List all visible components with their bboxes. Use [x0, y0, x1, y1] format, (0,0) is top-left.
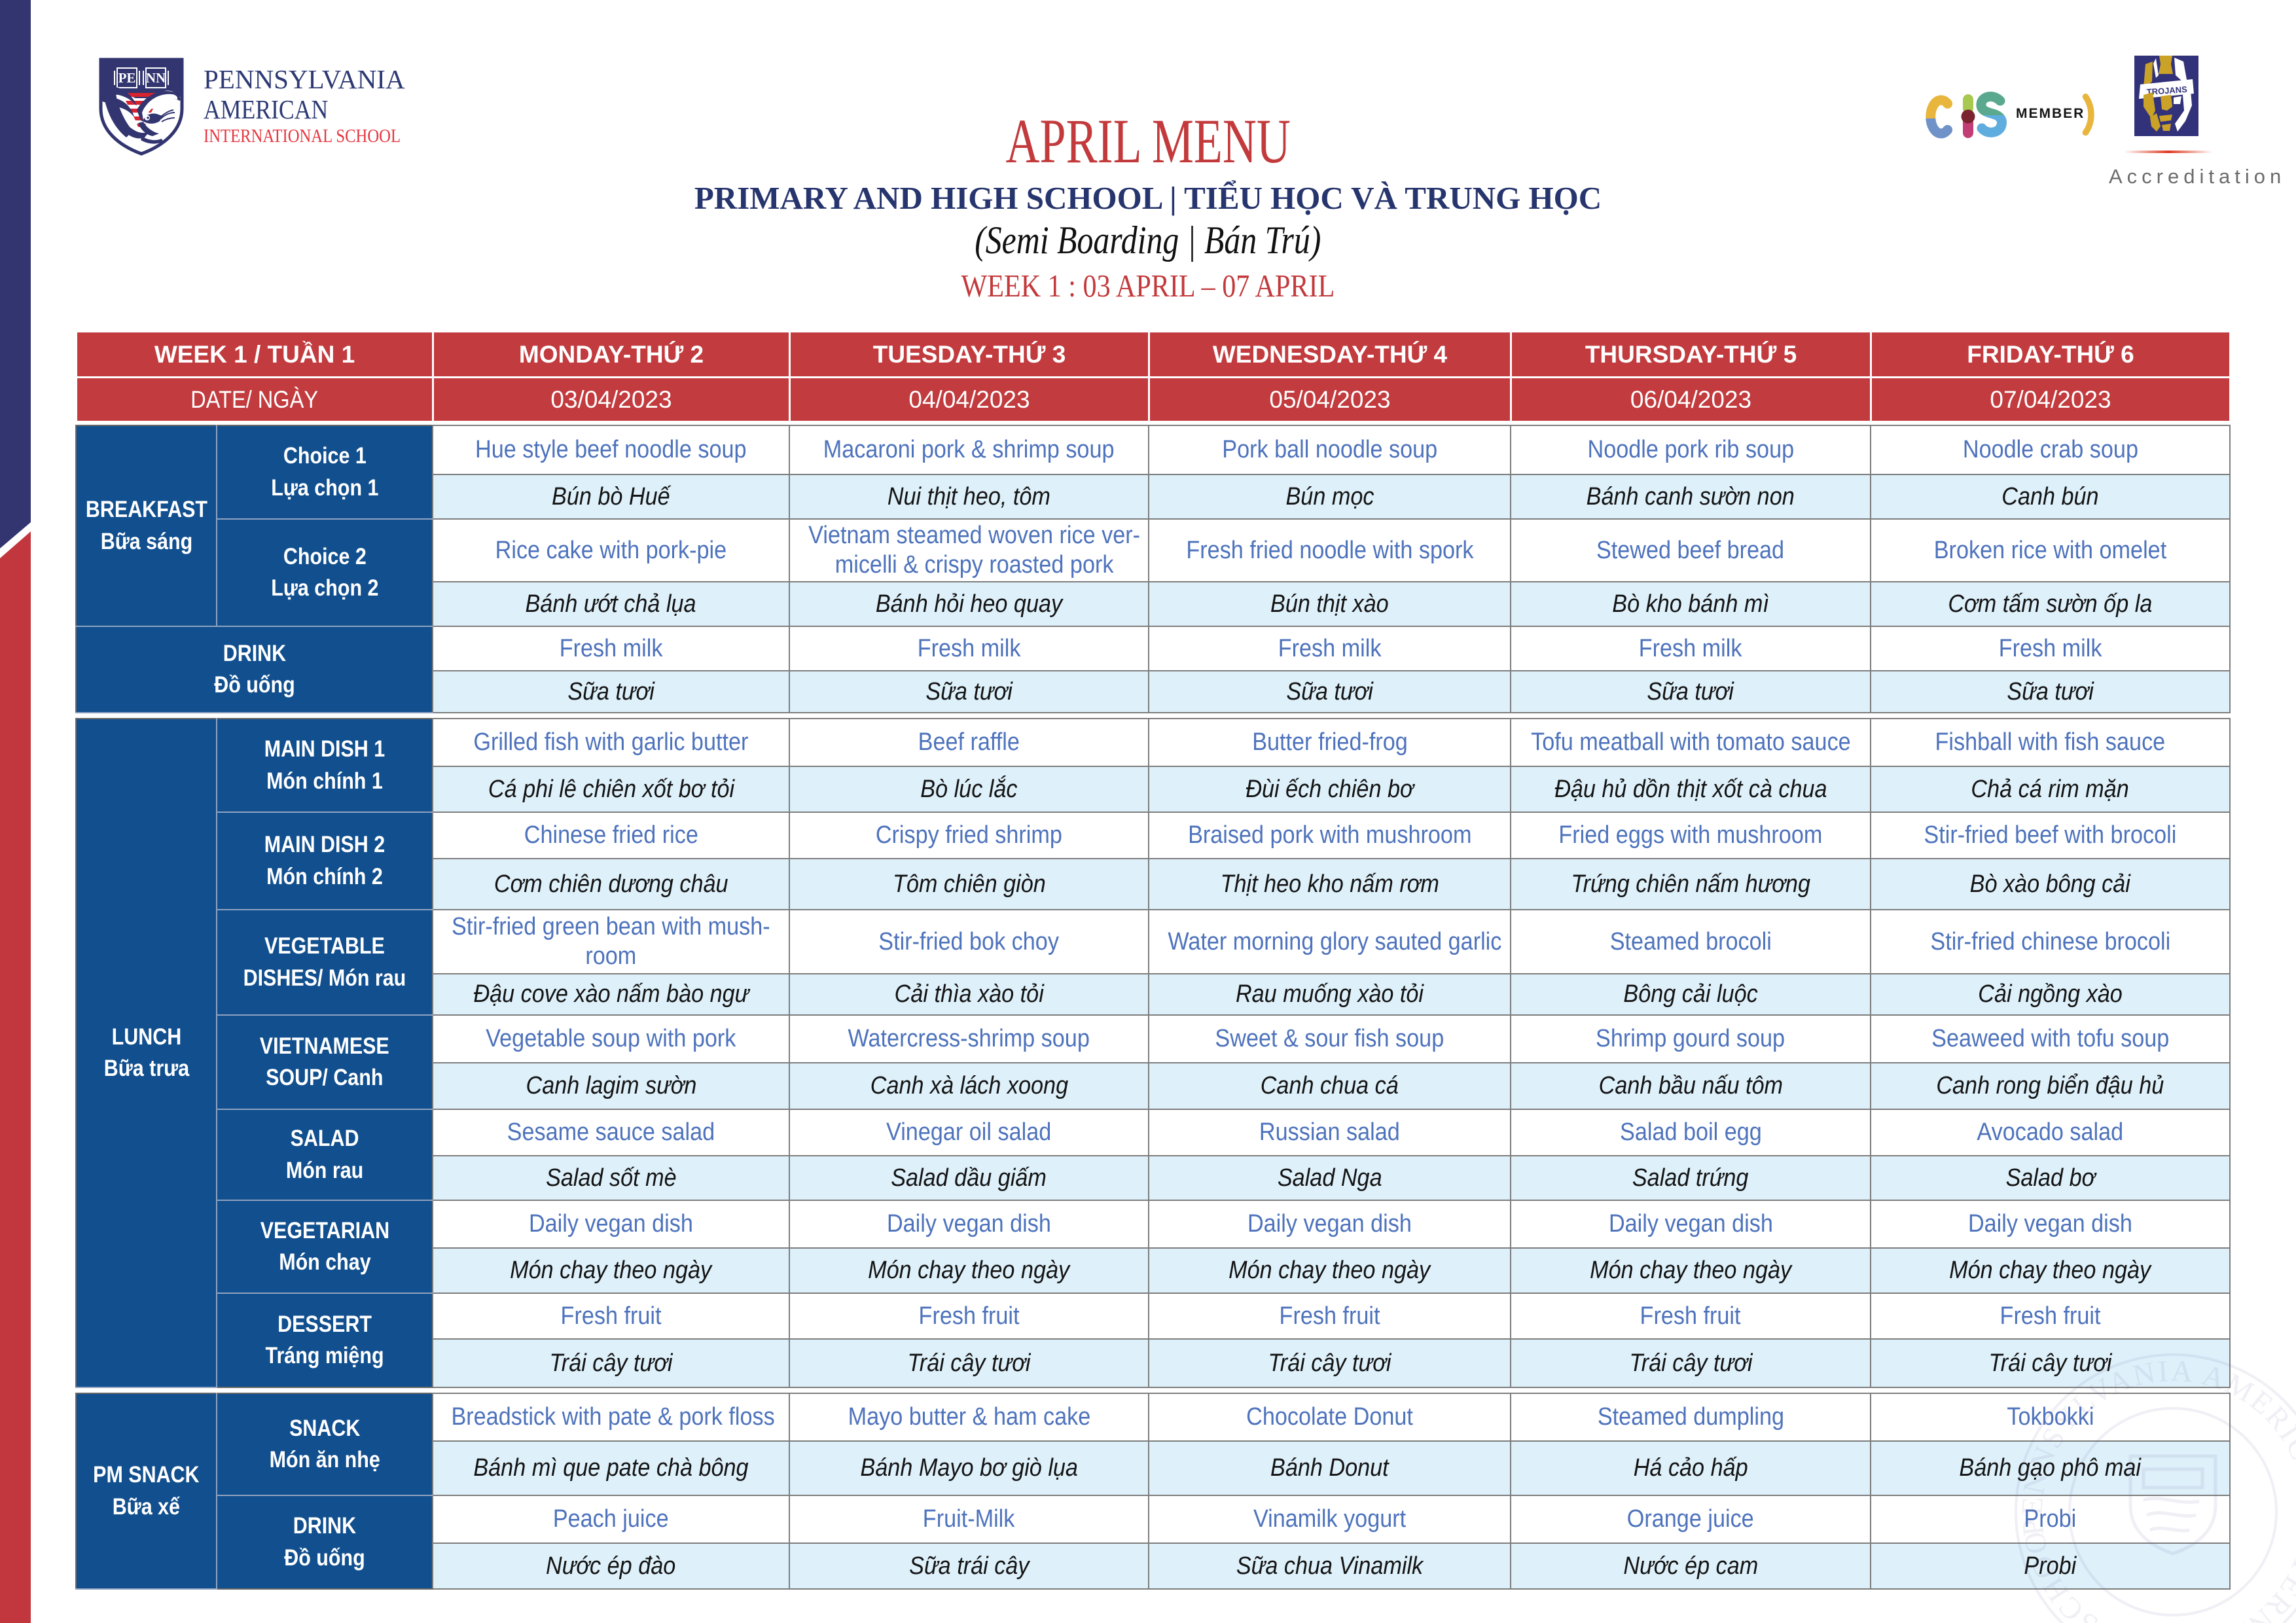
svg-text:TROJANS: TROJANS	[2146, 84, 2187, 97]
svg-text:NN: NN	[146, 70, 166, 86]
svg-text:PE: PE	[118, 70, 136, 86]
